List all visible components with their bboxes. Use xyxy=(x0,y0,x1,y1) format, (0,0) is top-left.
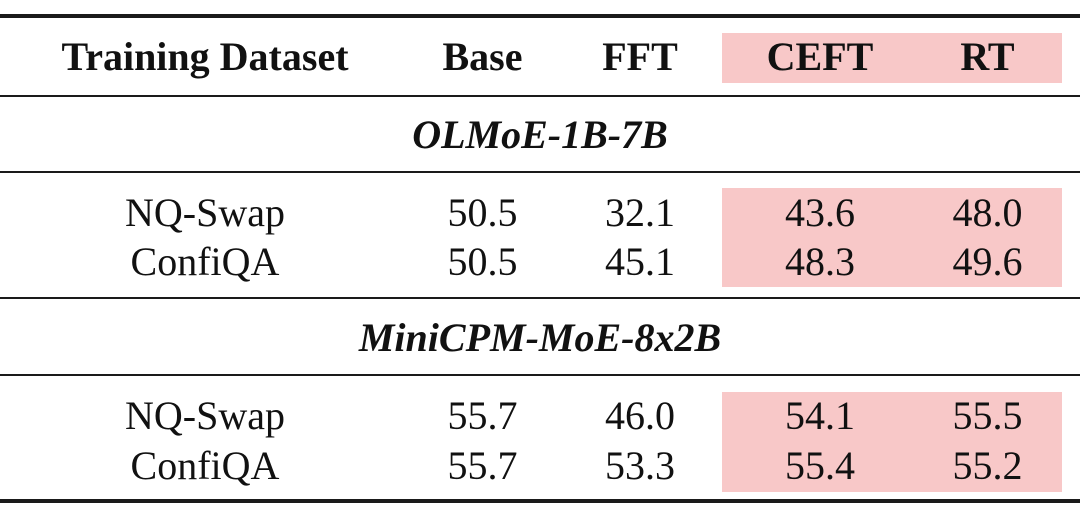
row-ceft: 48.3 xyxy=(785,239,855,284)
group1-highlight xyxy=(722,188,1062,287)
group2-highlight xyxy=(722,392,1062,492)
row-dataset: ConfiQA xyxy=(130,443,280,488)
row-dataset: NQ-Swap xyxy=(125,190,285,235)
row-rt: 55.5 xyxy=(952,393,1023,438)
group2-title-rule xyxy=(0,374,1080,376)
top-rule xyxy=(0,14,1080,18)
row-base: 50.5 xyxy=(447,239,518,284)
row-ceft: 43.6 xyxy=(785,190,855,235)
row-fft: 46.0 xyxy=(605,393,675,438)
header-training-dataset: Training Dataset xyxy=(61,34,349,79)
header-rule xyxy=(0,95,1080,97)
header-base: Base xyxy=(442,34,523,79)
header-rt: RT xyxy=(960,34,1015,79)
row-base: 50.5 xyxy=(447,190,518,235)
row-fft: 32.1 xyxy=(605,190,675,235)
row-fft: 53.3 xyxy=(605,443,675,488)
header-fft: FFT xyxy=(602,34,678,79)
row-rt: 55.2 xyxy=(952,443,1023,488)
row-base: 55.7 xyxy=(447,393,518,438)
row-dataset: NQ-Swap xyxy=(125,393,285,438)
group-title-olmoe: OLMoE-1B-7B xyxy=(412,112,668,157)
row-ceft: 54.1 xyxy=(785,393,855,438)
row-ceft: 55.4 xyxy=(785,443,855,488)
row-base: 55.7 xyxy=(447,443,518,488)
header-highlight xyxy=(722,33,1062,83)
row-dataset: ConfiQA xyxy=(130,239,280,284)
header-ceft: CEFT xyxy=(766,34,874,79)
row-fft: 45.1 xyxy=(605,239,675,284)
bottom-rule xyxy=(0,499,1080,503)
row-rt: 48.0 xyxy=(952,190,1023,235)
group1-end-rule xyxy=(0,297,1080,299)
group-title-minicpm: MiniCPM-MoE-8x2B xyxy=(358,315,722,360)
group1-title-rule xyxy=(0,171,1080,173)
row-rt: 49.6 xyxy=(952,239,1023,284)
